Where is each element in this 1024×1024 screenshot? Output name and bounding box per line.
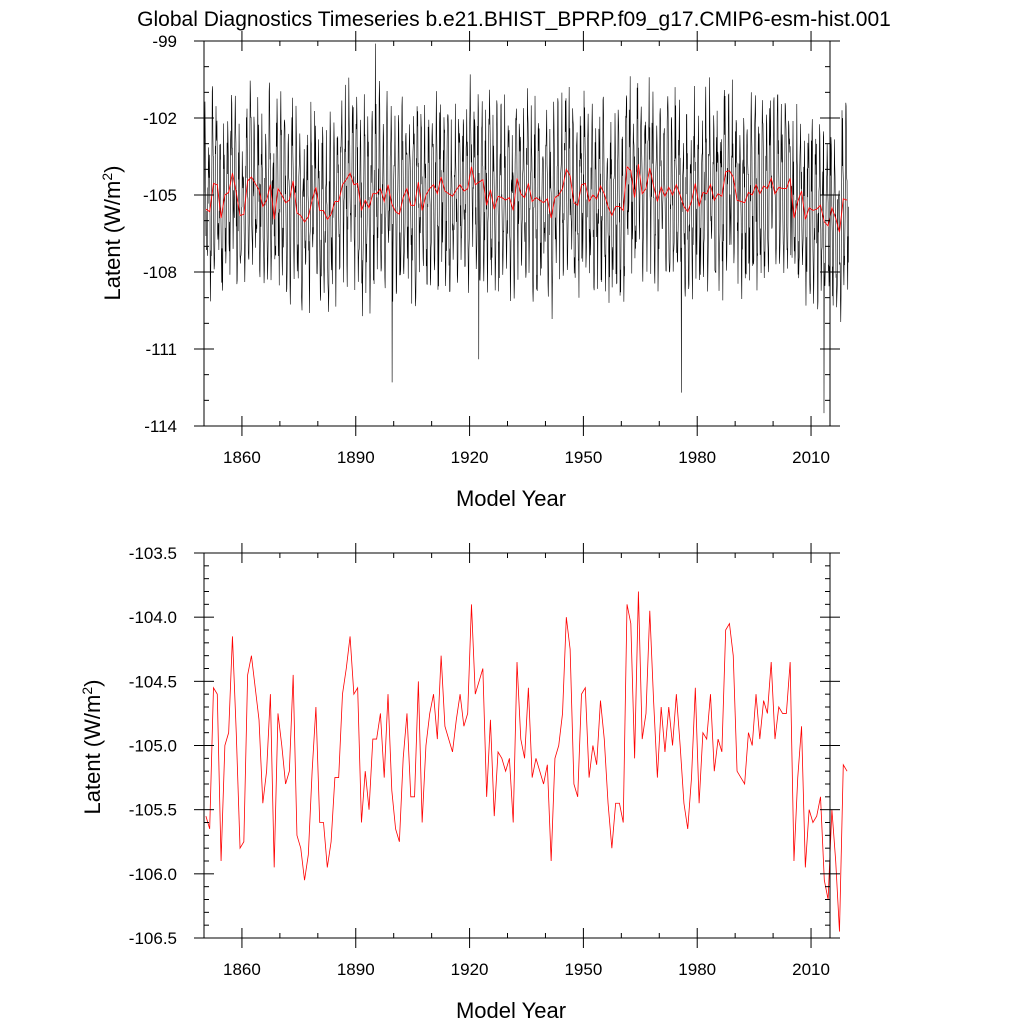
top-chart: 1860 1890 1920 1950 1980 2010 -114 -111 -108 -10… [99, 31, 849, 511]
bottom-x-tick-labels: 1860 1890 1920 1950 1980 2010 [223, 960, 830, 979]
y-tick-label: -104.5 [129, 672, 177, 691]
y-tick-label: -105.0 [129, 737, 177, 756]
x-tick-label: 1920 [451, 448, 489, 467]
x-tick-label: 1860 [223, 448, 261, 467]
y-tick-label: -103.5 [129, 544, 177, 563]
figure-title: Global Diagnostics Timeseries b.e21.BHIS… [137, 8, 891, 31]
x-tick-label: 2010 [792, 960, 830, 979]
x-tick-label: 2010 [792, 448, 830, 467]
top-monthly-series [203, 43, 849, 414]
y-tick-label: -105 [143, 186, 177, 205]
bottom-chart: 1860 1890 1920 1950 1980 2010 -106.5-106.0-10… [79, 543, 848, 1023]
bottom-x-axis-title: Model Year [456, 998, 566, 1023]
bottom-y-tick-labels: -106.5 -106.0 -105.5 -105.0 -104.5 -104.0 -103… [129, 544, 177, 948]
top-x-tick-labels: 1860 1890 1920 1950 1980 2010 [223, 448, 830, 467]
x-tick-label: 1980 [678, 960, 716, 979]
top-plot-frame [203, 40, 831, 427]
monthly-series-line [203, 43, 849, 414]
x-tick-label: 1980 [678, 448, 716, 467]
y-tick-label: -111 [145, 340, 177, 359]
x-tick-label: 1920 [451, 960, 489, 979]
bottom-y-axis-title: Latent (W/m2) [79, 680, 105, 815]
y-tick-label: -99 [152, 32, 177, 51]
y-tick-label: -105.5 [129, 801, 177, 820]
x-tick-label: 1860 [223, 960, 261, 979]
bottom-annual-series [205, 591, 848, 932]
y-tick-label: -108 [143, 263, 177, 282]
annual-series-line [205, 591, 848, 932]
annual-series-line [205, 164, 848, 233]
top-ticks [194, 31, 840, 436]
top-x-axis-title: Model Year [456, 486, 566, 511]
bottom-ticks [194, 543, 840, 948]
y-tick-label: -106.0 [129, 865, 177, 884]
y-tick-label: -114 [144, 417, 177, 436]
x-tick-label: 1950 [564, 448, 602, 467]
x-tick-label: 1890 [337, 448, 375, 467]
x-tick-label: 1890 [337, 960, 375, 979]
y-tick-label: -104.0 [129, 608, 177, 627]
top-y-tick-labels: -114 -111 -108 -105 -102 -99 [143, 32, 177, 436]
top-y-axis-title: Latent (W/m2) [99, 166, 125, 301]
top-annual-series [205, 164, 848, 233]
y-tick-label: -106.5 [129, 929, 177, 948]
y-tick-label: -102 [143, 109, 177, 128]
x-tick-label: 1950 [564, 960, 602, 979]
